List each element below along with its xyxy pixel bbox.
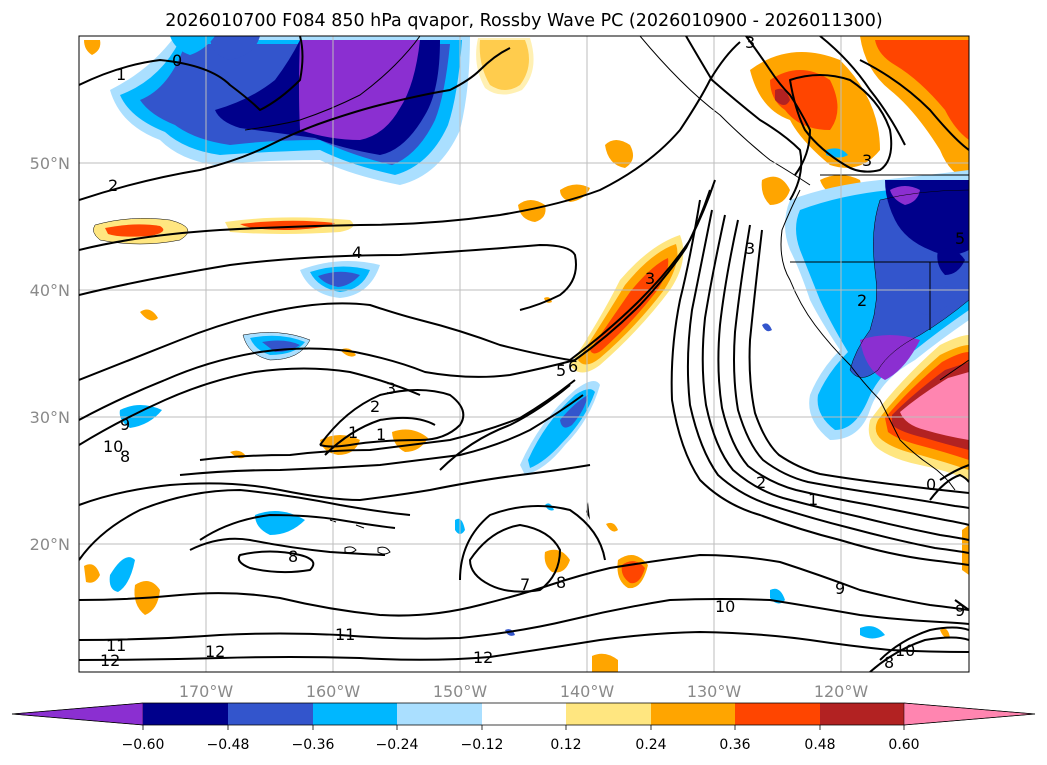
pc-contours	[79, 36, 969, 672]
contour-label: 3	[745, 239, 755, 258]
lat-label: 50°N	[30, 154, 70, 173]
lon-label: 160°W	[306, 682, 361, 701]
contour-label: 3	[745, 33, 755, 52]
colorbar-tick-label: 0.12	[550, 737, 581, 753]
colorbar-tick-label: 0.36	[719, 737, 750, 753]
colorbar-tick-label: −0.36	[292, 737, 335, 753]
contour-label: 9	[955, 601, 965, 620]
lon-label: 130°W	[687, 682, 742, 701]
lon-label: 170°W	[179, 682, 234, 701]
contour-labels: 0 1 2 3 4 3 3 5 6 3 2 1 9 10 8 1 2 1 8 7…	[100, 33, 965, 672]
lat-label: 30°N	[30, 408, 70, 427]
contour-label: 7	[520, 575, 530, 594]
contour-label: 8	[120, 447, 130, 466]
contour-label: 10	[103, 437, 123, 456]
contour-label: 4	[352, 243, 362, 262]
colorbar-tick-label: −0.60	[122, 737, 165, 753]
latitude-labels: 50°N 40°N 30°N 20°N	[30, 154, 70, 554]
contour-label: 1	[348, 423, 358, 442]
contour-label: 1	[116, 65, 126, 84]
colorbar-extend-min	[11, 702, 144, 726]
contour-label: 11	[335, 625, 355, 644]
contour-label: 10	[895, 641, 915, 660]
contour-label: 2	[108, 176, 118, 195]
colorbar-segment	[313, 703, 397, 725]
colorbar-segment	[143, 703, 228, 725]
plot-area: 0 1 2 3 4 3 3 5 6 3 2 1 9 10 8 1 2 1 8 7…	[79, 33, 969, 672]
contour-label: 1	[808, 490, 818, 509]
contour-label: 3	[386, 379, 396, 398]
contour-label: 2	[370, 397, 380, 416]
contour-label: 6	[568, 357, 578, 376]
colorbar-tick-label: 0.60	[888, 737, 919, 753]
island-hawaii	[586, 502, 590, 520]
colorbar-segment	[566, 703, 651, 725]
contour-label: 12	[473, 648, 493, 667]
colorbar-tick-label: −0.12	[461, 737, 504, 753]
contour-label: 9	[835, 579, 845, 598]
contour-label: 8	[884, 653, 894, 672]
contour-label: 12	[100, 651, 120, 670]
colorbar-tick-label: 0.48	[804, 737, 835, 753]
longitude-labels: 170°W 160°W 150°W 140°W 130°W 120°W	[179, 682, 869, 701]
lat-label: 40°N	[30, 281, 70, 300]
coastlines	[244, 36, 969, 555]
colorbar-segment	[820, 703, 904, 725]
lon-label: 120°W	[814, 682, 869, 701]
contour-label: 0	[926, 475, 936, 494]
lon-label: 140°W	[560, 682, 615, 701]
contour-label: 10	[715, 597, 735, 616]
colorbar-tick-label: −0.48	[207, 737, 250, 753]
colorbar-segment	[651, 703, 735, 725]
colorbar-tick-label: −0.24	[376, 737, 419, 753]
contour-label: 8	[556, 573, 566, 592]
neg-anomaly-north-purple	[299, 40, 420, 140]
contour-label: 11	[106, 636, 126, 655]
contour-label: 3	[862, 151, 872, 170]
figure-title: 2026010700 F084 850 hPa qvapor, Rossby W…	[165, 11, 882, 31]
colorbar-segment	[482, 703, 566, 725]
plot-frame	[78, 35, 970, 673]
contour-label: 1	[376, 425, 386, 444]
colorbar-segment	[397, 703, 482, 725]
lat-label: 20°N	[30, 535, 70, 554]
colorbar-extend-max	[903, 702, 1036, 726]
gridlines	[79, 36, 969, 672]
contour-label: 5	[955, 229, 965, 248]
contour-label: 0	[172, 51, 182, 70]
contour-label: 8	[288, 547, 298, 566]
contour-label: 2	[857, 291, 867, 310]
colorbar-tick-label: 0.24	[635, 737, 666, 753]
contour-label: 12	[205, 642, 225, 661]
contour-label: 3	[645, 269, 655, 288]
colorbar-segment	[228, 703, 313, 725]
contour-label: 9	[120, 415, 130, 434]
lon-label: 150°W	[433, 682, 488, 701]
colorbar-segment	[735, 703, 820, 725]
colorbar: −0.60 −0.48 −0.36 −0.24 −0.12 0.12 0.24 …	[11, 702, 1036, 753]
contour-label: 5	[556, 361, 566, 380]
contour-label: 2	[756, 473, 766, 492]
